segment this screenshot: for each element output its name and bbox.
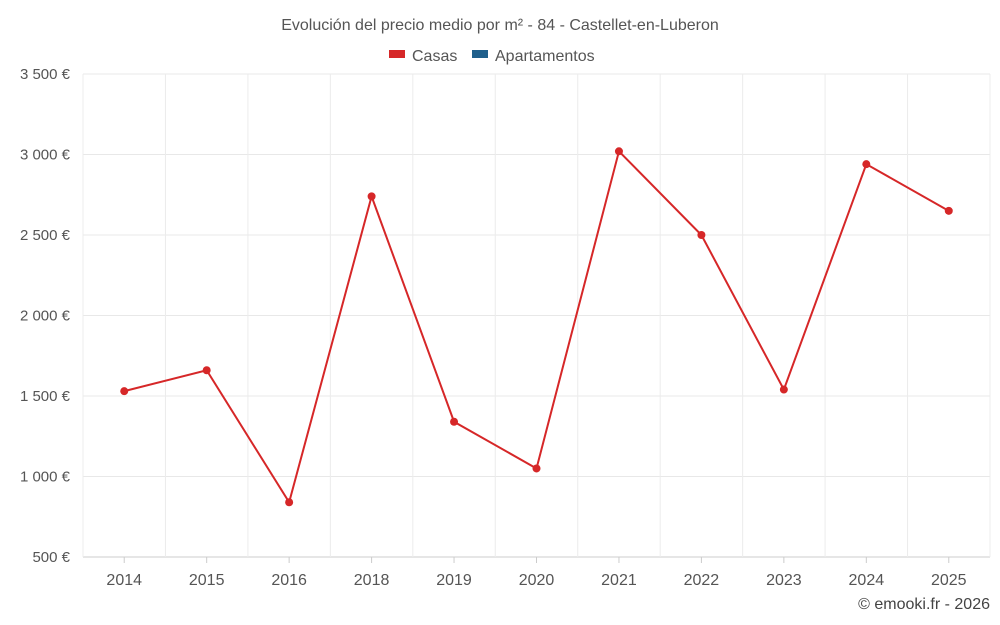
y-tick-label: 1 500 € <box>20 388 71 405</box>
legend-swatch-apartamentos[interactable] <box>472 50 488 58</box>
y-tick-label: 3 000 € <box>20 147 71 164</box>
data-point-2021[interactable] <box>614 147 623 156</box>
data-point-2020[interactable] <box>532 464 541 473</box>
legend-label-apartamentos[interactable]: Apartamentos <box>495 48 595 65</box>
x-tick-label: 2023 <box>766 572 802 589</box>
x-tick-label: 2022 <box>684 572 720 589</box>
data-point-2015[interactable] <box>202 366 211 375</box>
data-point-2019[interactable] <box>450 417 459 426</box>
y-tick-label: 3 500 € <box>20 66 71 83</box>
x-tick-label: 2025 <box>931 572 967 589</box>
data-point-2014[interactable] <box>120 387 129 396</box>
series-casas <box>120 147 953 507</box>
legend-label-casas[interactable]: Casas <box>412 48 457 65</box>
x-tick-label: 2015 <box>189 572 225 589</box>
x-tick-label: 2014 <box>106 572 142 589</box>
data-point-2018[interactable] <box>367 192 376 201</box>
legend-swatch-casas[interactable] <box>389 50 405 58</box>
grid <box>82 73 991 558</box>
x-axis: 2014 2015 2016 2018 2019 2020 2021 2022 2023 2024… <box>106 557 967 589</box>
y-axis: 500 € 1 000 € 1 500 € 2 000 € 2 500 € 3 000 €… <box>20 66 71 566</box>
data-point-2022[interactable] <box>697 231 706 239</box>
x-tick-label: 2019 <box>436 572 472 589</box>
y-tick-label: 2 500 € <box>20 227 71 244</box>
data-point-2024[interactable] <box>862 160 871 169</box>
y-tick-label: 1 000 € <box>20 469 71 486</box>
x-tick-label: 2018 <box>354 572 390 589</box>
y-tick-label: 500 € <box>32 549 70 566</box>
x-tick-label: 2020 <box>519 572 555 589</box>
data-point-2023[interactable] <box>779 385 788 394</box>
chart-title: Evolución del precio medio por m² - 84 -… <box>281 17 719 34</box>
x-tick-label: 2016 <box>271 572 307 589</box>
data-point-2025[interactable] <box>944 206 953 215</box>
credit-text: © emooki.fr - 2026 <box>858 596 990 613</box>
legend: Casas Apartamentos <box>389 48 595 65</box>
x-tick-label: 2024 <box>849 572 885 589</box>
y-tick-label: 2 000 € <box>20 308 71 325</box>
x-tick-label: 2021 <box>601 572 637 589</box>
data-point-2016[interactable] <box>285 498 294 507</box>
